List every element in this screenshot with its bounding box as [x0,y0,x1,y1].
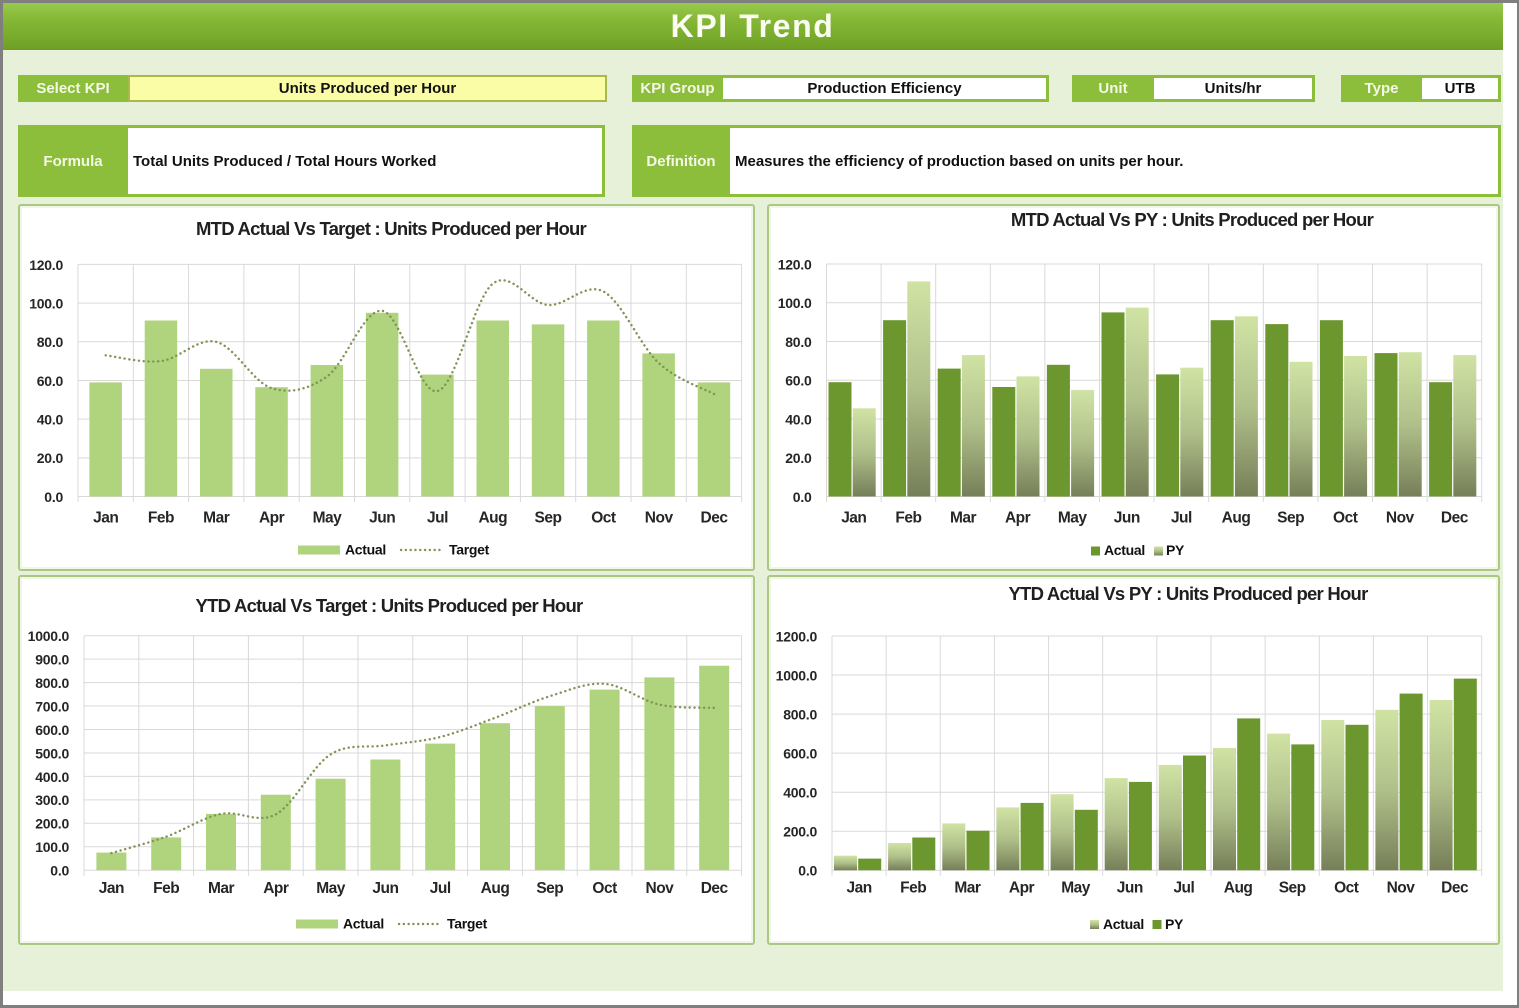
svg-text:Apr: Apr [259,510,285,527]
svg-text:Jun: Jun [369,510,395,527]
svg-text:May: May [316,880,346,897]
svg-text:MTD Actual Vs PY : Units Produ: MTD Actual Vs PY : Units Produced per Ho… [1011,209,1374,230]
svg-text:Actual: Actual [345,542,386,558]
svg-text:Jan: Jan [846,880,871,897]
svg-text:Target: Target [447,916,488,932]
svg-text:400.0: 400.0 [35,769,69,785]
svg-text:Oct: Oct [1333,510,1358,527]
svg-text:Dec: Dec [701,510,729,527]
svg-text:Jul: Jul [1173,880,1194,897]
svg-text:Sep: Sep [536,880,563,897]
svg-text:Jun: Jun [1117,880,1143,897]
svg-text:100.0: 100.0 [778,295,812,311]
svg-text:Apr: Apr [1005,510,1031,527]
svg-text:0.0: 0.0 [44,489,63,505]
svg-text:Mar: Mar [950,510,977,527]
svg-text:1200.0: 1200.0 [776,628,818,644]
svg-text:Nov: Nov [1386,510,1415,527]
svg-text:Jan: Jan [93,510,118,527]
svg-text:Jan: Jan [841,510,866,527]
svg-text:Jun: Jun [372,880,398,897]
svg-text:Oct: Oct [592,880,617,897]
svg-text:Mar: Mar [203,510,230,527]
svg-text:Mar: Mar [208,880,235,897]
svg-text:Sep: Sep [535,510,562,527]
svg-text:20.0: 20.0 [37,450,64,466]
svg-text:May: May [1058,510,1088,527]
svg-text:0.0: 0.0 [50,863,69,879]
svg-text:Mar: Mar [954,880,981,897]
svg-text:YTD Actual Vs Target : Units P: YTD Actual Vs Target : Units Produced pe… [196,595,583,616]
svg-text:80.0: 80.0 [785,334,812,350]
svg-text:60.0: 60.0 [37,373,64,389]
svg-text:PY: PY [1166,542,1185,558]
svg-text:Oct: Oct [591,510,616,527]
svg-text:0.0: 0.0 [793,489,812,505]
svg-text:Aug: Aug [1222,510,1251,527]
svg-text:500.0: 500.0 [35,745,69,761]
svg-text:Nov: Nov [645,510,674,527]
svg-text:Aug: Aug [478,510,507,527]
svg-text:Jul: Jul [430,880,451,897]
svg-text:Actual: Actual [343,916,384,932]
svg-text:120.0: 120.0 [778,256,812,272]
svg-text:60.0: 60.0 [785,373,812,389]
svg-text:700.0: 700.0 [35,699,69,715]
svg-text:Dec: Dec [1441,880,1469,897]
svg-text:1000.0: 1000.0 [776,667,818,683]
svg-text:May: May [313,510,343,527]
svg-text:YTD Actual Vs PY : Units Produ: YTD Actual Vs PY : Units Produced per Ho… [1008,583,1368,604]
svg-text:200.0: 200.0 [783,824,817,840]
svg-text:Actual: Actual [1104,542,1145,558]
svg-text:200.0: 200.0 [35,816,69,832]
svg-text:Target: Target [449,542,490,558]
svg-text:Apr: Apr [1009,880,1035,897]
svg-text:Sep: Sep [1277,510,1304,527]
svg-text:Feb: Feb [148,510,174,527]
svg-text:600.0: 600.0 [35,722,69,738]
svg-text:PY: PY [1165,916,1184,932]
svg-text:Feb: Feb [895,510,921,527]
svg-text:40.0: 40.0 [37,412,64,428]
svg-text:800.0: 800.0 [783,707,817,723]
svg-text:Dec: Dec [701,880,729,897]
svg-text:300.0: 300.0 [35,792,69,808]
svg-text:Aug: Aug [1224,880,1253,897]
svg-text:1000.0: 1000.0 [28,628,70,644]
svg-text:900.0: 900.0 [35,652,69,668]
svg-text:Dec: Dec [1441,510,1469,527]
svg-text:Nov: Nov [1387,880,1416,897]
svg-text:0.0: 0.0 [798,863,817,879]
svg-text:40.0: 40.0 [785,411,812,427]
svg-text:Jan: Jan [99,880,124,897]
svg-text:Sep: Sep [1279,880,1306,897]
svg-text:20.0: 20.0 [785,450,812,466]
svg-text:100.0: 100.0 [35,839,69,855]
svg-text:80.0: 80.0 [37,334,64,350]
svg-text:Apr: Apr [263,880,289,897]
svg-text:Aug: Aug [481,880,510,897]
svg-text:Feb: Feb [153,880,179,897]
svg-text:Feb: Feb [900,880,926,897]
svg-text:May: May [1061,880,1091,897]
svg-text:800.0: 800.0 [35,675,69,691]
svg-text:MTD Actual Vs Target : Units P: MTD Actual Vs Target : Units Produced pe… [196,218,587,239]
svg-text:Oct: Oct [1334,880,1359,897]
svg-text:100.0: 100.0 [29,296,63,312]
svg-text:600.0: 600.0 [783,746,817,762]
svg-text:Actual: Actual [1103,916,1144,932]
svg-text:120.0: 120.0 [29,257,63,273]
svg-text:400.0: 400.0 [783,785,817,801]
svg-text:Jul: Jul [427,510,448,527]
svg-text:Jun: Jun [1114,510,1140,527]
svg-text:Nov: Nov [646,880,675,897]
svg-text:Jul: Jul [1171,510,1192,527]
